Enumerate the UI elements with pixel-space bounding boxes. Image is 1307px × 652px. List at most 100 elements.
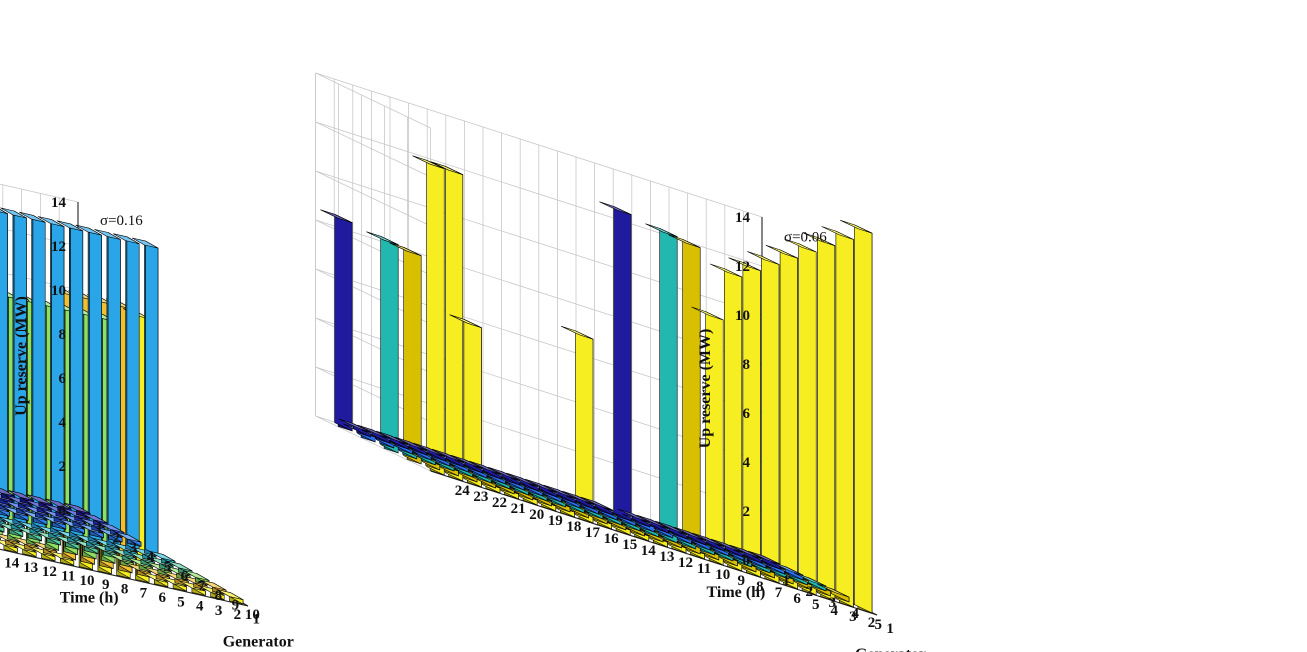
bar-top-face (182, 570, 210, 581)
bar-g4-t1 (817, 583, 850, 603)
time-tick-label: 3 (849, 609, 857, 625)
bar-side-face (798, 243, 817, 596)
generator-tick-label: 1 (96, 521, 104, 537)
generator-tick-label: 10 (245, 607, 260, 623)
bar-top-face (655, 520, 688, 535)
bar-g5-t1 (131, 237, 159, 557)
bar-g5-t5 (765, 245, 798, 590)
time-tick-label: 13 (23, 560, 38, 576)
bar-side-face (70, 223, 84, 540)
bar-side-face (107, 232, 121, 548)
z-tick-label: 12 (735, 259, 750, 275)
bar-top-face (784, 238, 817, 253)
bar-top-face (821, 226, 854, 240)
bar-top-face (645, 223, 678, 237)
generator-tick-label: 5 (874, 617, 882, 633)
bar-g5-t9 (0, 209, 8, 523)
bar-top-face (709, 263, 743, 278)
generator-tick-label: 7 (198, 578, 206, 594)
time-tick-label: 17 (585, 525, 601, 541)
bar-top-face (729, 544, 762, 559)
bar-top-face (338, 418, 372, 433)
time-tick-label: 11 (61, 569, 75, 585)
bar-g5-t16 (561, 325, 594, 524)
time-tick-label: 8 (756, 579, 764, 595)
bar-top-face (97, 522, 125, 533)
bar-g3-t9 (645, 223, 678, 544)
time-tick-label: 9 (738, 573, 746, 589)
bar-g3-t1 (794, 572, 827, 592)
bar-top-face (599, 201, 632, 215)
bar-side-face (32, 215, 46, 531)
z-tick-label: 0 (743, 553, 751, 569)
bar-side-face (334, 214, 353, 432)
z-tick-label: 8 (59, 327, 67, 343)
grid-line (315, 415, 431, 472)
bar-top-face (673, 526, 706, 541)
generator-tick-label: 3 (828, 595, 836, 611)
bar-g5-t7 (19, 211, 46, 531)
grid-line (315, 72, 763, 218)
time-axis-label: Time (h) (60, 590, 119, 607)
z-axis-label: Up reserve (MW) (13, 296, 30, 416)
bar-side-face (403, 247, 422, 465)
bars (320, 155, 873, 614)
time-tick-label: 7 (775, 585, 783, 601)
bar-side-face (575, 330, 594, 524)
time-tick-label: 5 (812, 597, 820, 613)
grid-line (315, 72, 431, 129)
time-tick-label: 13 (659, 549, 674, 565)
bar-top-face (430, 161, 464, 175)
bar-g10-t1 (216, 589, 244, 605)
time-tick-label: 7 (140, 586, 148, 602)
bar-top-face (748, 550, 781, 565)
bar-top-face (765, 245, 798, 259)
time-tick-label: 23 (473, 489, 488, 505)
time-tick-label: 4 (196, 599, 204, 615)
bar-top-face (165, 560, 193, 572)
time-tick-label: 18 (566, 519, 581, 535)
bar-g5-t5 (56, 220, 84, 540)
bar-top-face (0, 209, 8, 214)
bar-side-face (145, 240, 159, 557)
bar-g1-t16 (469, 460, 502, 480)
bar-top-face (80, 512, 108, 524)
bar-top-face (63, 502, 91, 514)
bar-top-face (802, 232, 836, 246)
time-tick-label: 19 (548, 513, 563, 529)
generator-tick-label: 4 (851, 606, 859, 622)
z-tick-label: 12 (51, 239, 66, 255)
bar-side-face (126, 236, 140, 553)
bar-top-face (506, 472, 539, 487)
chart-sigma-0-16: 0246810121412345678910123456789101112131… (0, 183, 294, 651)
bar-top-face (524, 478, 558, 493)
bar-g1-t17 (450, 454, 483, 474)
bars (0, 207, 244, 605)
bar-g5-t6 (747, 251, 780, 584)
time-tick-label: 5 (177, 594, 185, 610)
bar-g5-t22 (449, 314, 482, 488)
time-tick-label: 15 (0, 551, 1, 567)
z-tick-label: 10 (735, 308, 750, 324)
axis-line (430, 470, 878, 616)
bar-g5-t3 (94, 229, 121, 548)
z-tick-label: 10 (51, 283, 66, 299)
z-tick-label: 14 (51, 195, 67, 211)
axis-line (0, 548, 249, 607)
bar-top-face (216, 589, 244, 601)
bar-top-face (199, 579, 227, 591)
time-tick-label: 2 (234, 607, 242, 623)
bar-top-face (413, 442, 446, 457)
bar-top-face (131, 237, 159, 249)
bar-top-face (320, 209, 353, 223)
time-tick-label: 3 (215, 603, 223, 619)
bar-top-face (114, 531, 142, 543)
bar-top-face (668, 234, 701, 248)
generator-tick-label: 4 (147, 549, 155, 565)
time-tick-label: 6 (793, 591, 801, 607)
bar-side-face (380, 236, 399, 454)
generator-tick-label: 6 (181, 569, 189, 585)
time-tick-label: 24 (455, 483, 471, 499)
bar-top-face (357, 424, 390, 439)
